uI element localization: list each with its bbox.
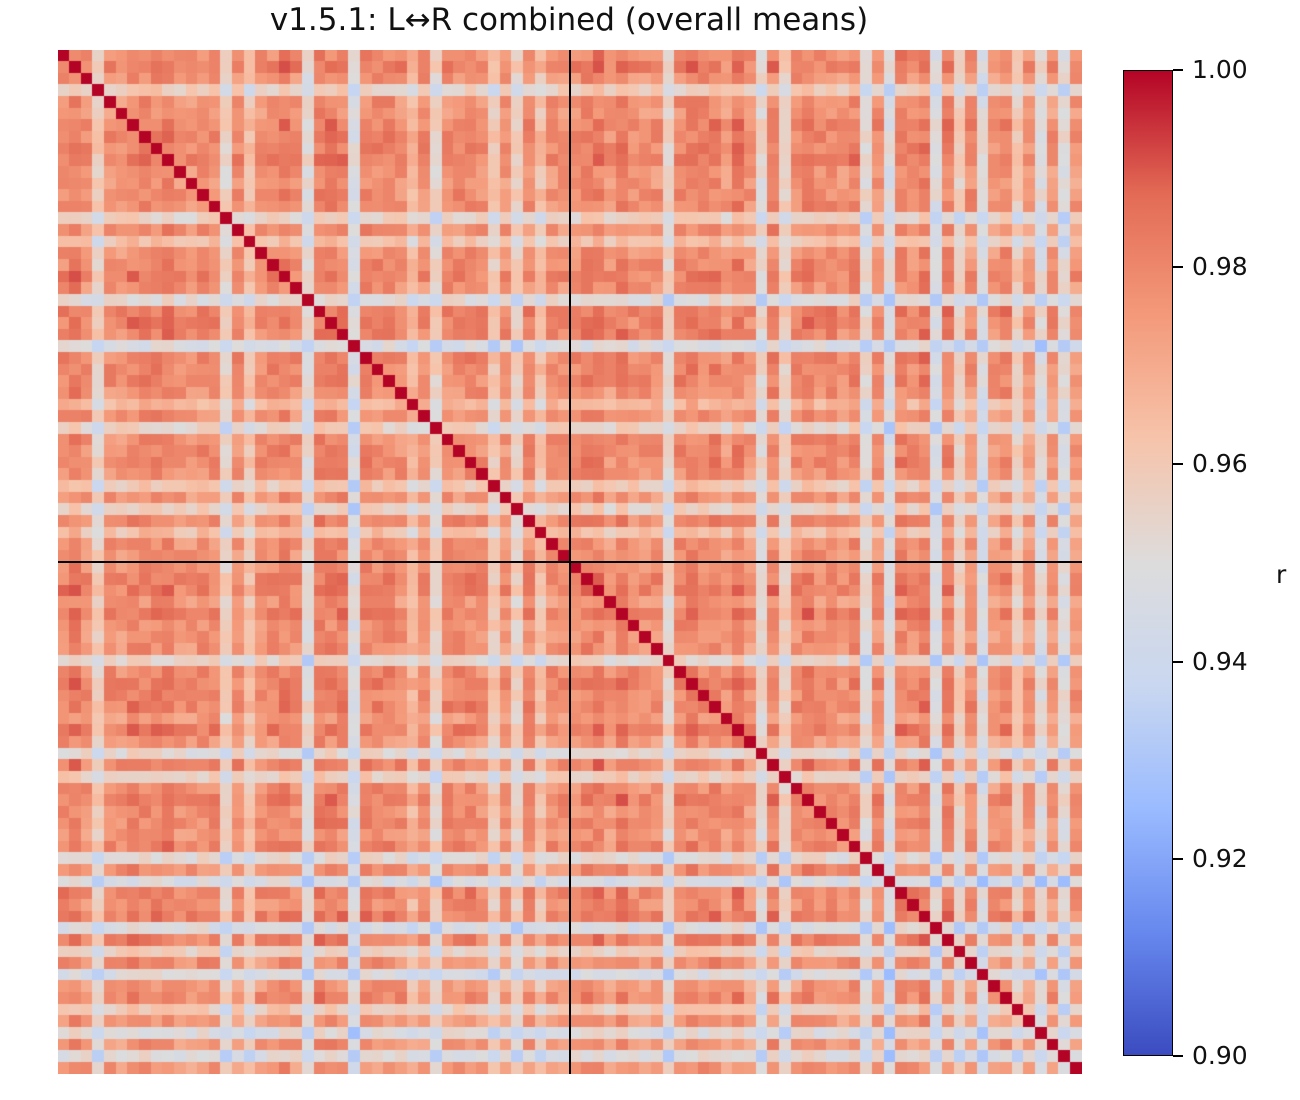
colorbar [1123, 70, 1173, 1056]
chart-title: v1.5.1: L↔R combined (overall means) [269, 2, 869, 38]
colorbar-tick-label: 0.96 [1192, 449, 1248, 479]
colorbar-tick-mark [1173, 660, 1183, 663]
colorbar-tick-label: 0.90 [1192, 1041, 1248, 1070]
colorbar-tick-label: 0.98 [1192, 252, 1248, 282]
colorbar-tick-label: 0.92 [1192, 843, 1248, 873]
heatmap-plot-area [58, 50, 1082, 1074]
colorbar-label: r [1276, 560, 1287, 589]
colorbar-tick-mark [1173, 1055, 1183, 1057]
colorbar-tick-mark [1173, 463, 1183, 466]
colorbar-tick-mark [1173, 69, 1183, 71]
colorbar-tick-mark [1173, 857, 1183, 860]
colorbar-tick-mark [1173, 266, 1183, 269]
colorbar-tick-label: 0.94 [1192, 646, 1248, 676]
colorbar-tick-label: 1.00 [1192, 55, 1248, 84]
block-divider-horizontal [58, 561, 1082, 563]
